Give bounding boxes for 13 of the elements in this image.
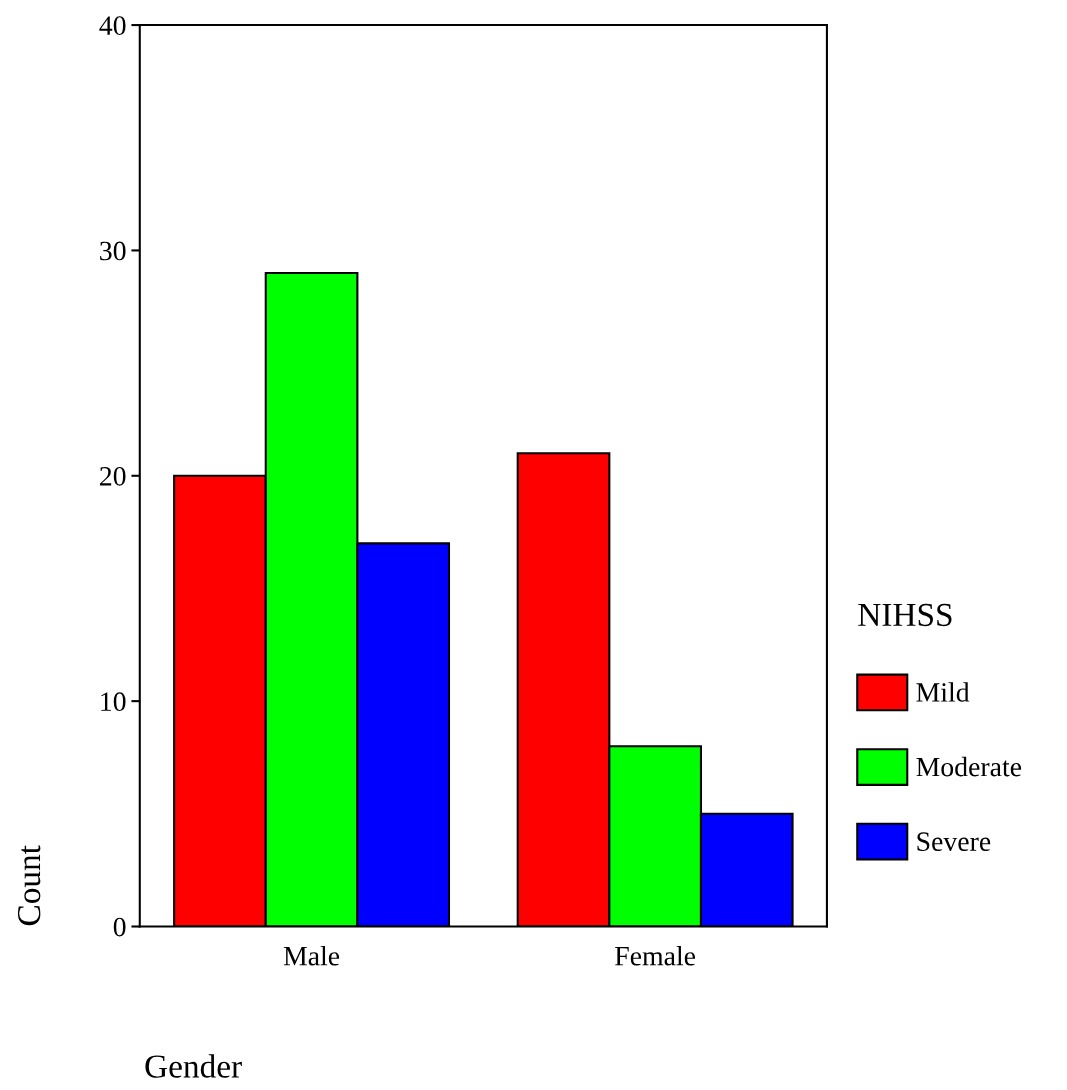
- y-tick-label: 10: [101, 692, 126, 712]
- y-tick-label: 30: [100, 241, 126, 261]
- legend-label: Moderate: [916, 756, 1022, 777]
- x-axis-title: Gender: [145, 1054, 242, 1078]
- y-axis-title: Count: [17, 845, 41, 926]
- legend-label: Severe: [917, 832, 991, 851]
- x-tick-label: Female: [615, 945, 696, 966]
- legend-title: NIHSS: [858, 603, 952, 627]
- y-tick-label: 0: [113, 917, 126, 937]
- y-tick-label: 20: [100, 466, 126, 486]
- legend-label: Mild: [916, 682, 970, 702]
- x-tick-label: Male: [283, 945, 340, 966]
- y-tick-label: 40: [99, 16, 126, 35]
